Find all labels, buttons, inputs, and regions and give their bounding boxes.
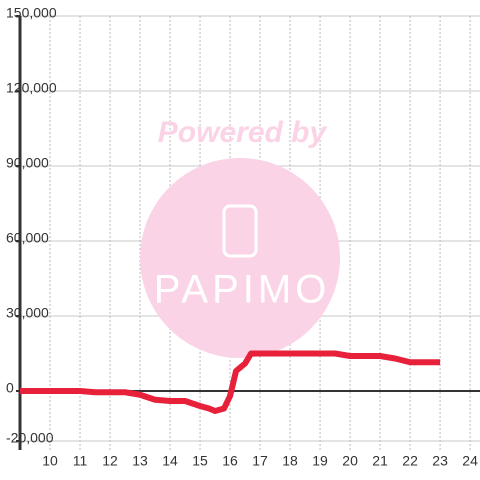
watermark: Powered by PAPIMO: [140, 116, 340, 358]
data-line: [20, 350, 441, 414]
x-tick-label: 20: [342, 453, 358, 469]
y-tick-label: 120,000: [6, 80, 57, 96]
y-tick-label: 0: [6, 380, 14, 396]
x-tick-label: 21: [372, 453, 388, 469]
x-tick-label: 12: [102, 453, 118, 469]
x-tick-label: 24: [462, 453, 478, 469]
y-tick-label: 30,000: [6, 305, 49, 321]
x-tick-label: 13: [132, 453, 148, 469]
x-tick-label: 17: [252, 453, 268, 469]
x-tick-label: 14: [162, 453, 178, 469]
watermark-icon: [222, 204, 258, 258]
x-tick-label: 19: [312, 453, 328, 469]
y-tick-label: 60,000: [6, 230, 49, 246]
watermark-circle: [140, 158, 340, 358]
watermark-top: Powered by: [158, 116, 328, 149]
y-tick-label: 90,000: [6, 155, 49, 171]
y-tick-label: 150,000: [6, 5, 57, 21]
x-tick-label: 22: [402, 453, 418, 469]
watermark-brand: PAPIMO: [154, 268, 331, 312]
x-tick-label: 18: [282, 453, 298, 469]
x-tick-label: 15: [192, 453, 208, 469]
x-tick-label: 10: [42, 453, 58, 469]
x-tick-label: 23: [432, 453, 448, 469]
x-tick-label: 16: [222, 453, 238, 469]
x-tick-label: 11: [73, 453, 88, 469]
y-tick-label: -20,000: [6, 430, 54, 446]
